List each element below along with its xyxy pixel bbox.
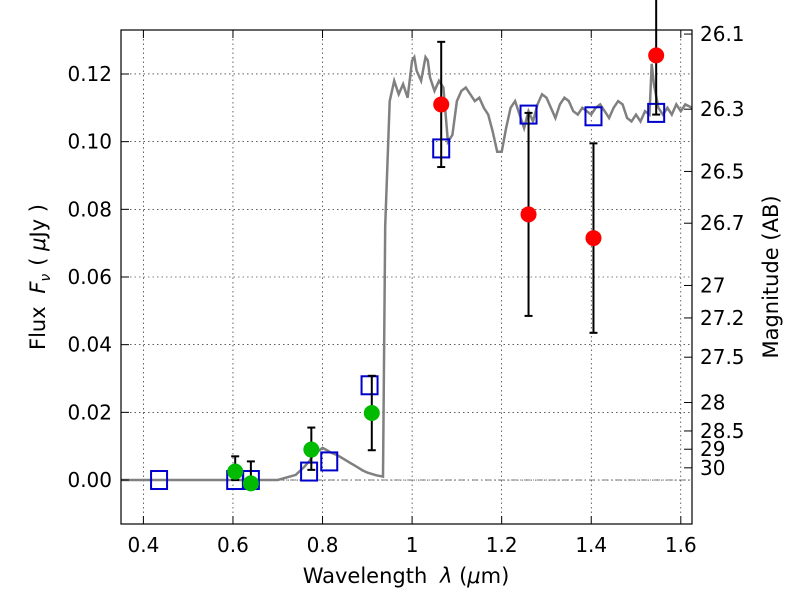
x-tick-label: 1.2 — [486, 533, 518, 557]
model-square-marker — [320, 451, 339, 472]
x-tick-label: 1 — [406, 533, 419, 557]
y2-axis-title: Magnitude (AB) — [759, 195, 783, 358]
y-axis-title: Flux Fν( μJy ) — [26, 204, 54, 350]
observed-point — [303, 441, 320, 458]
model-square-marker — [150, 470, 169, 491]
y2-tick-label: 27.2 — [700, 306, 745, 330]
y-tick-label: 0.08 — [67, 197, 112, 221]
y2-tick-label: 30 — [700, 456, 725, 480]
x-tick-label: 1.4 — [575, 533, 607, 557]
model-square-marker — [300, 461, 319, 482]
observed-point — [227, 463, 244, 480]
model-square-marker — [584, 106, 603, 127]
grid — [121, 30, 692, 524]
x-axis-title: Wavelength λ (μm) — [303, 564, 510, 588]
y2-tick-label: 27 — [700, 273, 725, 297]
y-tick-label: 0.10 — [67, 130, 112, 154]
marker-layer — [150, 0, 666, 492]
model-square-marker — [360, 375, 379, 396]
y-tick-label: 0.12 — [67, 62, 112, 86]
x-tick-label: 0.4 — [127, 533, 159, 557]
y2-tick-label: 28 — [700, 391, 725, 415]
y2-tick-label: 26.7 — [700, 211, 745, 235]
y-tick-label: 0.06 — [67, 265, 112, 289]
y2-tick-label: 29 — [700, 437, 725, 461]
x-tick-label: 1.6 — [665, 533, 697, 557]
axis-ticks: 0.4 0.6 0.8 1 1.2 1.4 1.6 0.00 0.02 0.04 0.06 0.08 0… — [67, 22, 744, 557]
y2-tick-label: 28.5 — [700, 419, 745, 443]
y-tick-label: 0.04 — [67, 333, 112, 357]
spectrum-layer — [121, 53, 693, 482]
observed-point — [242, 475, 259, 492]
observed-point — [520, 206, 537, 223]
y2-tick-label: 26.5 — [700, 159, 745, 183]
x-tick-label: 0.8 — [307, 533, 339, 557]
model-spectrum-line — [121, 53, 693, 482]
y2-tick-label: 26.3 — [700, 97, 745, 121]
y-tick-label: 0.02 — [67, 400, 112, 424]
y-tick-label: 0.00 — [67, 468, 112, 492]
y2-tick-label: 26.1 — [700, 22, 745, 46]
observed-point — [648, 47, 665, 64]
y2-tick-label: 27.5 — [700, 345, 745, 369]
observed-point — [363, 405, 380, 422]
observed-point — [585, 230, 602, 247]
observed-point — [433, 96, 450, 113]
x-tick-label: 0.6 — [217, 533, 249, 557]
